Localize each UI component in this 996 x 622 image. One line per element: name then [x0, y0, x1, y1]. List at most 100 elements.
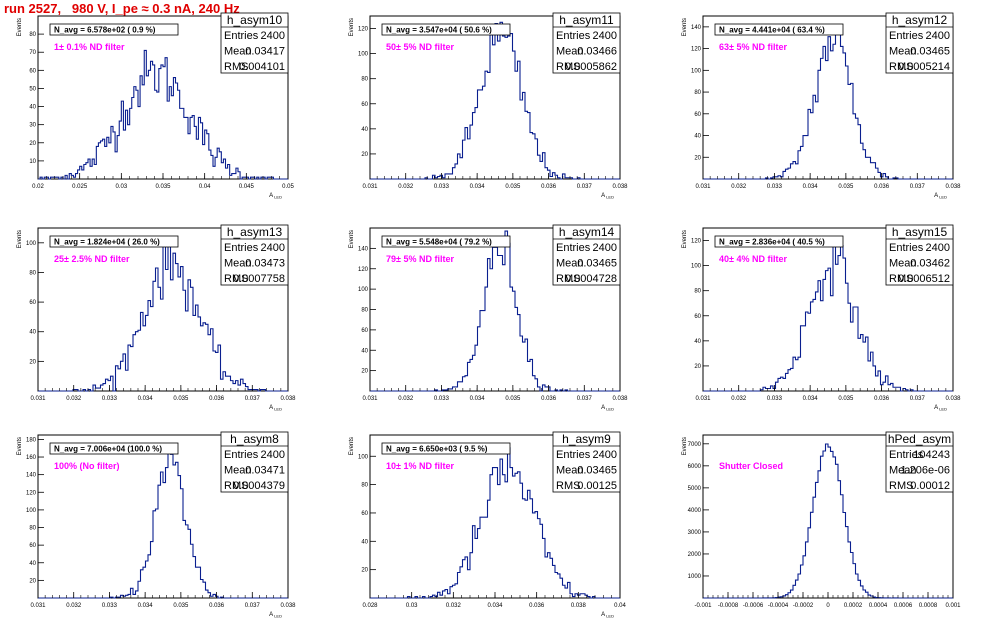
navg-label: N_avg = 6.650e+03 ( 9.5 %) [386, 445, 488, 454]
x-tick-label: 0.036 [209, 603, 225, 609]
y-tick-label: 80 [361, 308, 368, 314]
x-tick-label: 0.032 [398, 396, 414, 402]
y-tick-label: 80 [361, 77, 368, 83]
x-tick-label: 0.033 [434, 396, 450, 402]
stats-key-entries: Entries [556, 242, 591, 254]
filter-annotation: 1± 0.1% ND filter [54, 42, 125, 52]
y-tick-label: 120 [691, 239, 702, 245]
x-tick-label: 0.025 [72, 184, 88, 190]
navg-box [49, 23, 179, 36]
histogram-line [370, 447, 620, 599]
stats-value-mean: 0.03466 [577, 46, 617, 58]
x-tick-label: 0.036 [541, 184, 557, 190]
x-tick-label: 0.038 [280, 603, 296, 609]
y-axis-title: Events [17, 230, 23, 248]
y-axis-title: Events [682, 437, 688, 455]
stats-value-entries: 104243 [913, 449, 950, 461]
x-tick-label: 0.032 [66, 396, 82, 402]
histogram-title: h_asym11 [559, 13, 614, 27]
stats-key-mean: Mean [556, 258, 584, 270]
y-tick-label: 160 [26, 455, 37, 461]
stats-key-mean: Mean [224, 46, 252, 58]
x-tick-label: 0.033 [767, 184, 783, 190]
x-axis-title-subscript: LED [938, 407, 947, 412]
stats-value-entries: 2400 [261, 242, 285, 254]
x-tick-label: 0.032 [66, 603, 82, 609]
x-tick-label: 0.001 [945, 603, 961, 609]
filter-annotation: 79± 5% ND filter [386, 254, 454, 264]
x-tick-label: 0.035 [505, 184, 521, 190]
x-tick-label: 0.034 [470, 184, 486, 190]
x-tick-label: 0.045 [239, 184, 255, 190]
navg-box [714, 23, 844, 36]
y-tick-label: 60 [361, 328, 368, 334]
navg-box [714, 235, 844, 248]
histogram-panel-h_asym15: 0.031 0.032 0.033 0.034 0.035 0.036 0.037 0.038… [682, 224, 961, 412]
stats-value-rms: 0.00125 [577, 480, 617, 492]
x-tick-label: 0.037 [245, 603, 261, 609]
x-tick-label: 0.02 [32, 184, 44, 190]
y-tick-label: 100 [26, 508, 37, 514]
y-tick-label: 80 [361, 483, 368, 489]
y-tick-label: 100 [358, 52, 369, 58]
x-axis-title: A LED [601, 612, 614, 619]
filter-annotation: 100% (No filter) [54, 461, 120, 471]
histogram-panel-h_asym9: 0.028 0.03 0.032 0.034 0.036 0.038 0.04 20 40 60 8… [349, 431, 626, 619]
filter-annotation: 10± 1% ND filter [386, 461, 454, 471]
x-tick-label: 0.038 [612, 396, 628, 402]
navg-label: N_avg = 6.578e+02 ( 0.9 %) [54, 26, 156, 35]
stats-key-rms: RMS [224, 61, 248, 73]
stats-value-rms: 0.0004379 [233, 480, 285, 492]
x-tick-label: 0.031 [362, 396, 378, 402]
navg-box [381, 235, 511, 248]
y-tick-label: 40 [694, 134, 701, 140]
x-tick-label: 0.036 [874, 184, 890, 190]
stats-key-rms: RMS [889, 273, 913, 285]
x-tick-label: 0.035 [505, 396, 521, 402]
stats-value-mean: 0.03417 [245, 46, 285, 58]
navg-label: N_avg = 1.824e+04 ( 26.0 %) [54, 238, 160, 247]
x-tick-label: 0.037 [245, 396, 261, 402]
y-axis-title: Events [17, 18, 23, 36]
y-tick-label: 120 [358, 27, 369, 33]
x-tick-label: 0.033 [767, 396, 783, 402]
x-axis-title-subscript: LED [938, 195, 947, 200]
stats-box [552, 224, 621, 286]
y-tick-label: 20 [29, 141, 36, 147]
y-tick-label: 5000 [688, 486, 702, 492]
x-tick-label: 0.036 [541, 396, 557, 402]
filter-annotation: Shutter Closed [719, 461, 783, 471]
stats-key-mean: Mean [889, 258, 917, 270]
stats-box [885, 12, 954, 74]
x-tick-label: 0.031 [695, 396, 711, 402]
x-tick-label: 0.036 [874, 396, 890, 402]
stats-value-rms: 0.0005862 [565, 61, 617, 73]
x-axis-title: A LED [601, 193, 614, 200]
histogram-line [370, 230, 620, 392]
x-tick-label: -0.0006 [743, 603, 764, 609]
y-tick-label: 4000 [688, 508, 702, 514]
stats-value-rms: 0.00012 [910, 480, 950, 492]
x-tick-label: 0.038 [945, 184, 961, 190]
y-tick-label: 140 [26, 473, 37, 479]
x-tick-label: 0.034 [803, 184, 819, 190]
navg-box [381, 23, 511, 36]
x-tick-label: 0.031 [30, 396, 46, 402]
histogram-panel-hPed_asym: -0.001 -0.0008 -0.0006 -0.0004 -0.0002 0 0.000… [682, 431, 961, 609]
y-tick-label: 100 [26, 241, 37, 247]
x-axis-title-subscript: LED [273, 407, 282, 412]
y-tick-label: 120 [358, 267, 369, 273]
stats-value-mean: 0.03465 [577, 465, 617, 477]
y-tick-label: 40 [29, 330, 36, 336]
y-tick-label: 50 [29, 86, 36, 92]
y-tick-label: 140 [691, 25, 702, 31]
histogram-panel-h_asym11: 0.031 0.032 0.033 0.034 0.035 0.036 0.037 0.038… [349, 12, 628, 200]
stats-value-mean: 0.03462 [910, 258, 950, 270]
histogram-title: h_asym9 [562, 432, 611, 446]
x-axis-title-subscript: LED [605, 407, 614, 412]
y-tick-label: 7000 [688, 442, 702, 448]
x-tick-label: 0.0002 [844, 603, 863, 609]
y-tick-label: 2000 [688, 552, 702, 558]
x-tick-label: -0.0008 [718, 603, 739, 609]
stats-key-mean: Mean [224, 258, 252, 270]
